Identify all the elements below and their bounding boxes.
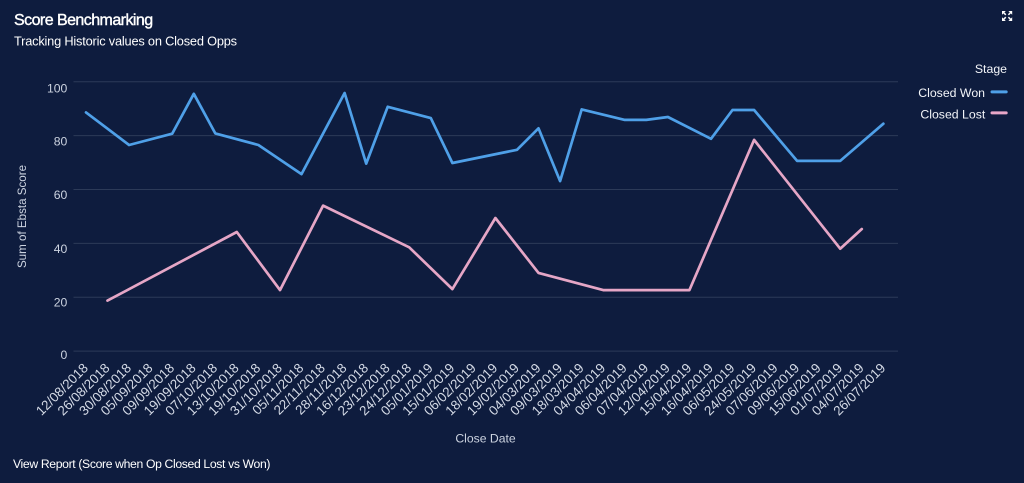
svg-text:View Report (Score when Op Clo: View Report (Score when Op Closed Lost v… xyxy=(13,457,270,471)
svg-text:20: 20 xyxy=(54,296,68,310)
svg-text:Closed Lost: Closed Lost xyxy=(920,108,986,122)
svg-text:Closed Won: Closed Won xyxy=(918,86,985,100)
svg-text:Stage: Stage xyxy=(975,62,1007,76)
svg-text:80: 80 xyxy=(54,134,68,148)
svg-text:40: 40 xyxy=(54,242,68,256)
svg-text:60: 60 xyxy=(54,188,68,202)
svg-text:100: 100 xyxy=(47,82,68,96)
svg-text:Score Benchmarking: Score Benchmarking xyxy=(14,12,153,29)
svg-text:Sum of Ebsta Score: Sum of Ebsta Score xyxy=(16,165,29,268)
svg-text:Close Date: Close Date xyxy=(455,432,516,446)
svg-text:0: 0 xyxy=(61,348,68,362)
svg-text:Tracking Historic values on Cl: Tracking Historic values on Closed Opps xyxy=(14,34,237,49)
